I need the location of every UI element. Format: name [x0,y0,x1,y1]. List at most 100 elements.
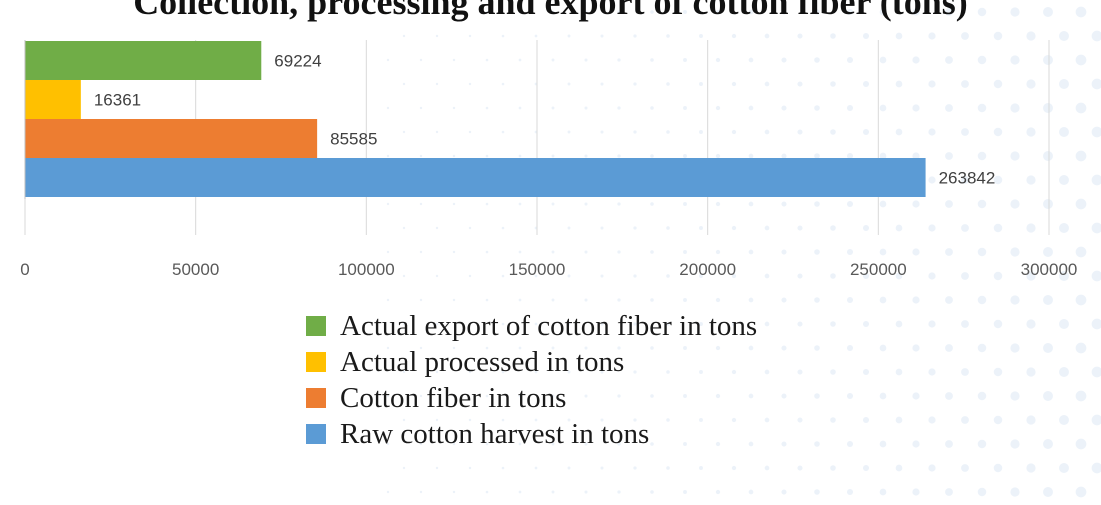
background-dot [781,297,787,303]
bar [25,41,262,80]
background-dot [977,151,987,161]
background-dot [895,32,903,40]
background-dot [501,130,505,134]
background-dot [993,367,1003,377]
background-dot [584,250,588,254]
background-dot [846,8,854,16]
background-dot [617,202,621,206]
bar [25,80,81,119]
background-dot [435,466,439,470]
background-dot [584,202,588,206]
background-dot [485,106,489,110]
background-dot [781,441,787,447]
legend-label: Actual export of cotton fiber in tons [340,309,758,342]
background-dot [814,345,820,351]
background-dot [386,106,390,110]
background-dot [814,249,820,255]
background-dot [993,319,1003,329]
background-dot [419,10,423,14]
background-dot [764,417,770,423]
background-dot [633,34,637,38]
background-dot [961,224,969,232]
background-dot [945,440,953,448]
background-dot [534,274,538,278]
background-dot [715,345,721,351]
background-dot [584,346,588,350]
background-dot [551,346,555,350]
background-dot [386,58,390,62]
background-dot [600,418,604,422]
background-dot [683,10,687,14]
background-dot [452,10,456,14]
background-dot [534,322,538,326]
background-dot [402,466,406,470]
background-dot [879,344,887,352]
background-dot [731,369,737,375]
background-dot [781,105,787,111]
background-dot [879,56,887,64]
background-dot [567,370,571,374]
x-tick-label: 200000 [679,260,736,279]
background-dot [977,343,987,353]
background-dot [1059,463,1069,473]
background-dot [666,322,670,326]
background-dot [993,463,1003,473]
x-tick-label: 0 [20,260,29,279]
background-dot [419,154,423,158]
background-dot [1091,366,1101,378]
background-dot [1010,103,1020,113]
background-dot [912,104,920,112]
background-dot [1075,150,1087,162]
background-dot [435,418,439,422]
background-dot [617,10,621,14]
background-dot [830,129,836,135]
background-dot [485,490,489,494]
background-dot [895,80,903,88]
background-dot [1043,487,1053,497]
background-dot [567,322,571,326]
background-dot [928,176,936,184]
background-dot [518,202,522,206]
background-dot [945,392,953,400]
background-dot [633,322,637,326]
background-dot [666,226,670,230]
data-label: 85585 [330,130,377,149]
background-dot [993,175,1003,185]
background-dot [797,321,803,327]
background-dot [617,490,621,494]
background-dot [764,225,770,231]
background-dot [386,298,390,302]
background-dot [567,226,571,230]
background-dot [781,9,787,15]
background-dot [666,418,670,422]
background-dot [419,394,423,398]
background-dot [731,33,737,39]
background-dot [468,418,472,422]
background-dot [748,9,754,15]
background-dot [617,346,621,350]
background-dot [666,34,670,38]
bar [25,119,318,158]
background-dot [862,464,870,472]
background-dot [551,10,555,14]
background-dot [830,81,836,87]
background-dot [1043,7,1053,17]
background-dot [895,464,903,472]
background-dot [386,154,390,158]
background-dot [1059,79,1069,89]
background-dot [600,226,604,230]
background-dot [666,130,670,134]
background-dot [977,7,987,17]
background-dot [600,82,604,86]
background-dot [830,321,836,327]
bar [25,158,926,197]
background-dot [419,346,423,350]
background-dot [584,490,588,494]
data-label: 16361 [94,91,141,110]
background-dot [435,34,439,38]
background-dot [814,393,820,399]
background-dot [567,82,571,86]
background-dot [386,490,390,494]
background-dot [814,105,820,111]
background-dot [551,250,555,254]
